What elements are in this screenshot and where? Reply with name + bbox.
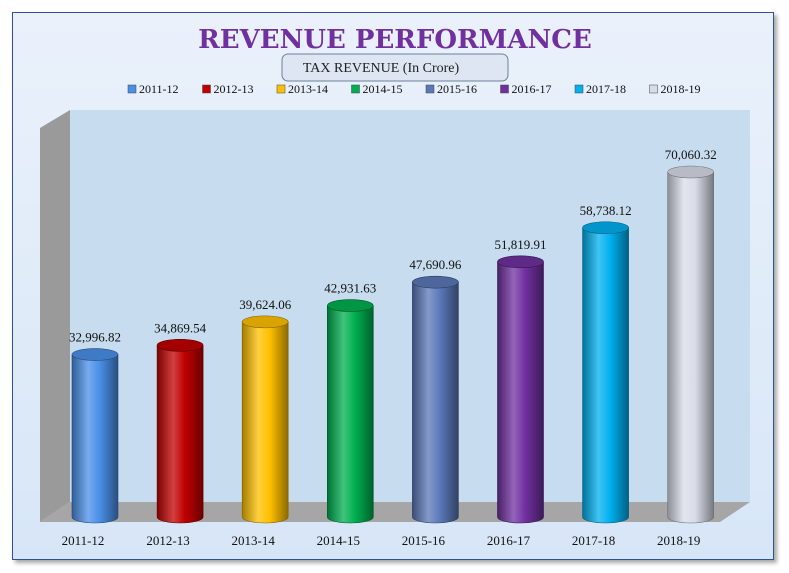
bar-2011-12	[71, 348, 119, 524]
bar-body	[582, 227, 629, 524]
bar-top	[71, 348, 119, 361]
bar-body	[327, 305, 374, 524]
category-label-2012-13: 2012-13	[146, 533, 189, 548]
bar-top	[667, 165, 715, 179]
value-label-2011-12: 32,996.82	[69, 330, 121, 345]
bar-top	[241, 315, 289, 329]
bar-top	[582, 221, 629, 235]
category-label-2011-12: 2011-12	[62, 533, 105, 548]
bar-2017-18	[582, 221, 629, 524]
bar-body	[497, 261, 544, 524]
back-wall	[70, 110, 750, 502]
value-labels-group: 32,996.82 34,869.54 39,624.06 42,931.63 47,6…	[69, 147, 717, 345]
bar-2013-14	[241, 315, 289, 524]
bar-2014-15	[326, 299, 374, 524]
legend-swatch-2015-16	[425, 84, 435, 94]
legend: 2011-12 2012-13 2013-14 2014-15 2015-16 2016-…	[127, 82, 701, 96]
bar-2012-13	[156, 338, 204, 524]
side-wall	[40, 110, 70, 522]
bar-2018-19	[667, 165, 715, 524]
category-label-2015-16: 2015-16	[402, 533, 446, 548]
category-label-2017-18: 2017-18	[572, 533, 615, 548]
value-label-2017-18: 58,738.12	[580, 203, 632, 218]
legend-label-2015-16: 2015-16	[437, 82, 477, 96]
category-label-2018-19: 2018-19	[657, 533, 700, 548]
value-label-2016-17: 51,819.91	[495, 237, 547, 252]
bar-body	[412, 281, 459, 524]
bar-top	[497, 255, 544, 269]
category-labels-group: 2011-12 2012-13 2013-14 2014-15 2015-16 2016-…	[62, 533, 701, 548]
bar-top	[156, 338, 204, 352]
bar-body	[241, 321, 289, 524]
value-label-2013-14: 39,624.06	[239, 297, 292, 312]
subtitle-box	[281, 53, 509, 82]
bar-top	[326, 299, 374, 312]
legend-swatch-2018-19	[649, 84, 658, 94]
legend-label-2014-15: 2014-15	[363, 82, 403, 96]
legend-swatch-2014-15	[351, 84, 360, 94]
legend-swatch-2013-14	[276, 84, 286, 94]
chart-title: REVENUE PERFORMANCE	[198, 25, 592, 55]
category-label-2016-17: 2016-17	[487, 533, 531, 548]
chart-subtitle: TAX REVENUE (In Crore)	[303, 61, 460, 76]
bar-body	[71, 354, 119, 524]
legend-label-2013-14: 2013-14	[288, 82, 328, 96]
bar-body	[156, 344, 204, 524]
legend-label-2017-18: 2017-18	[586, 82, 626, 96]
legend-label-2018-19: 2018-19	[661, 82, 701, 96]
bar-top	[412, 275, 459, 289]
bar-2015-16	[412, 275, 459, 524]
category-label-2013-14: 2013-14	[232, 533, 276, 548]
legend-swatch-2011-12	[127, 84, 137, 94]
bar-body	[667, 171, 714, 524]
legend-label-2016-17: 2016-17	[512, 82, 552, 96]
legend-swatch-2016-17	[500, 84, 509, 94]
bars-group	[71, 165, 715, 524]
value-label-2014-15: 42,931.63	[324, 281, 376, 296]
value-label-2015-16: 47,690.96	[409, 257, 462, 272]
legend-swatch-2012-13	[202, 84, 211, 94]
category-label-2014-15: 2014-15	[317, 533, 360, 548]
bar-2016-17	[497, 255, 544, 524]
legend-label-2012-13: 2012-13	[214, 82, 254, 96]
floor	[40, 502, 750, 522]
legend-swatch-2017-18	[574, 84, 584, 94]
legend-label-2011-12: 2011-12	[139, 82, 179, 96]
value-label-2012-13: 34,869.54	[154, 320, 207, 335]
value-label-2018-19: 70,060.32	[665, 147, 717, 162]
